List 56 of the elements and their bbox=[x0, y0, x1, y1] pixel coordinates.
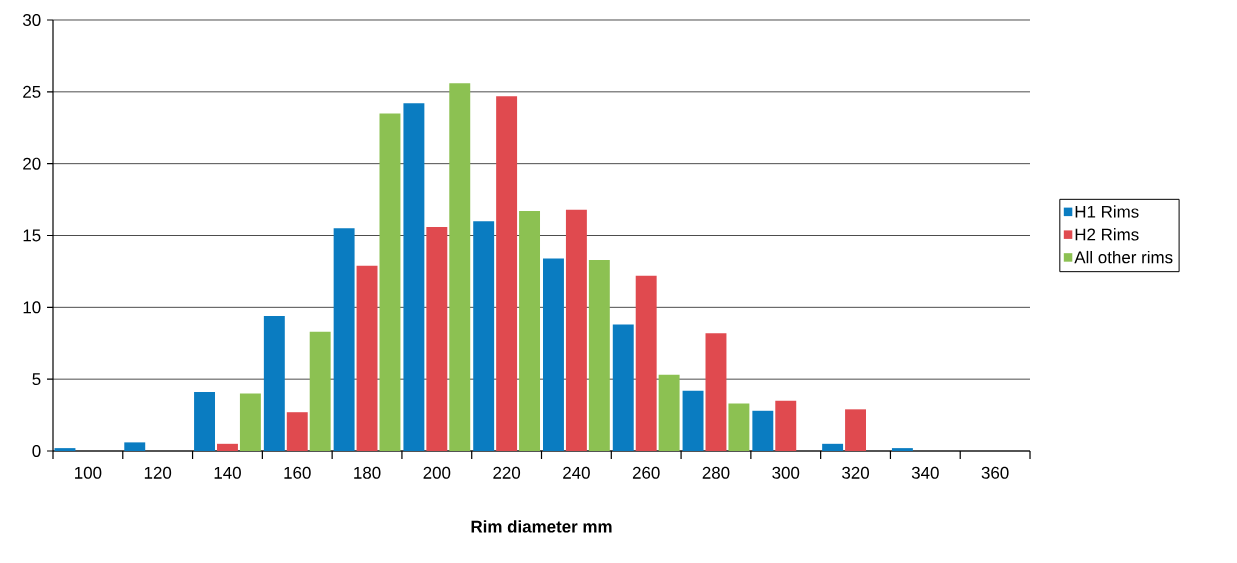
x-tick-label: 160 bbox=[284, 466, 311, 479]
y-tick-label: 0 bbox=[32, 445, 41, 457]
y-tick-label: 10 bbox=[23, 301, 41, 314]
bar bbox=[356, 265, 378, 451]
bar bbox=[682, 390, 704, 451]
x-tick-label: 220 bbox=[493, 466, 521, 479]
bar bbox=[426, 226, 448, 451]
bar bbox=[543, 258, 564, 451]
y-tick-label: 15 bbox=[23, 229, 41, 242]
bar bbox=[775, 400, 797, 451]
legend-label: H2 Rims bbox=[1075, 228, 1139, 241]
bar bbox=[473, 221, 495, 451]
bar bbox=[239, 393, 261, 451]
x-tick-label: 360 bbox=[981, 466, 1009, 479]
bar bbox=[519, 211, 541, 451]
x-tick-label: 200 bbox=[423, 466, 451, 479]
bar bbox=[217, 443, 238, 451]
bar bbox=[379, 113, 401, 451]
bar bbox=[309, 331, 331, 451]
bar bbox=[333, 228, 355, 451]
x-tick-label: 340 bbox=[911, 466, 939, 479]
bar bbox=[565, 209, 587, 451]
bar bbox=[728, 403, 750, 451]
x-tick-label: 280 bbox=[702, 466, 730, 479]
y-tick-label: 20 bbox=[23, 157, 41, 170]
bar bbox=[263, 315, 285, 451]
bar bbox=[845, 409, 867, 451]
bar bbox=[54, 448, 76, 451]
bar bbox=[612, 324, 634, 451]
bar bbox=[449, 83, 471, 451]
bar bbox=[705, 333, 727, 451]
x-tick-label: 100 bbox=[75, 466, 102, 479]
x-tick-label: 260 bbox=[632, 466, 660, 479]
bar bbox=[496, 96, 518, 451]
bar bbox=[822, 443, 844, 451]
x-tick-label: 140 bbox=[214, 466, 241, 479]
legend-label: H1 Rims bbox=[1075, 205, 1139, 218]
x-tick-label: 320 bbox=[842, 466, 870, 479]
bar bbox=[194, 392, 215, 451]
bar bbox=[588, 259, 610, 451]
y-tick-label: 30 bbox=[22, 14, 41, 26]
y-tick-label: 25 bbox=[23, 85, 41, 98]
bar bbox=[403, 103, 425, 451]
bar bbox=[286, 412, 308, 451]
bar bbox=[124, 442, 146, 451]
bar bbox=[891, 448, 913, 451]
legend-label: All other rims bbox=[1074, 250, 1173, 264]
x-axis-title: Rim diameter mm bbox=[471, 520, 612, 533]
bar bbox=[635, 275, 657, 451]
x-tick-label: 180 bbox=[354, 466, 381, 479]
bar bbox=[658, 374, 680, 451]
x-tick-label: 240 bbox=[563, 466, 590, 479]
y-tick-label: 5 bbox=[32, 373, 41, 386]
x-tick-label: 120 bbox=[144, 466, 172, 479]
x-tick-label: 300 bbox=[772, 466, 800, 479]
bar bbox=[752, 410, 774, 451]
